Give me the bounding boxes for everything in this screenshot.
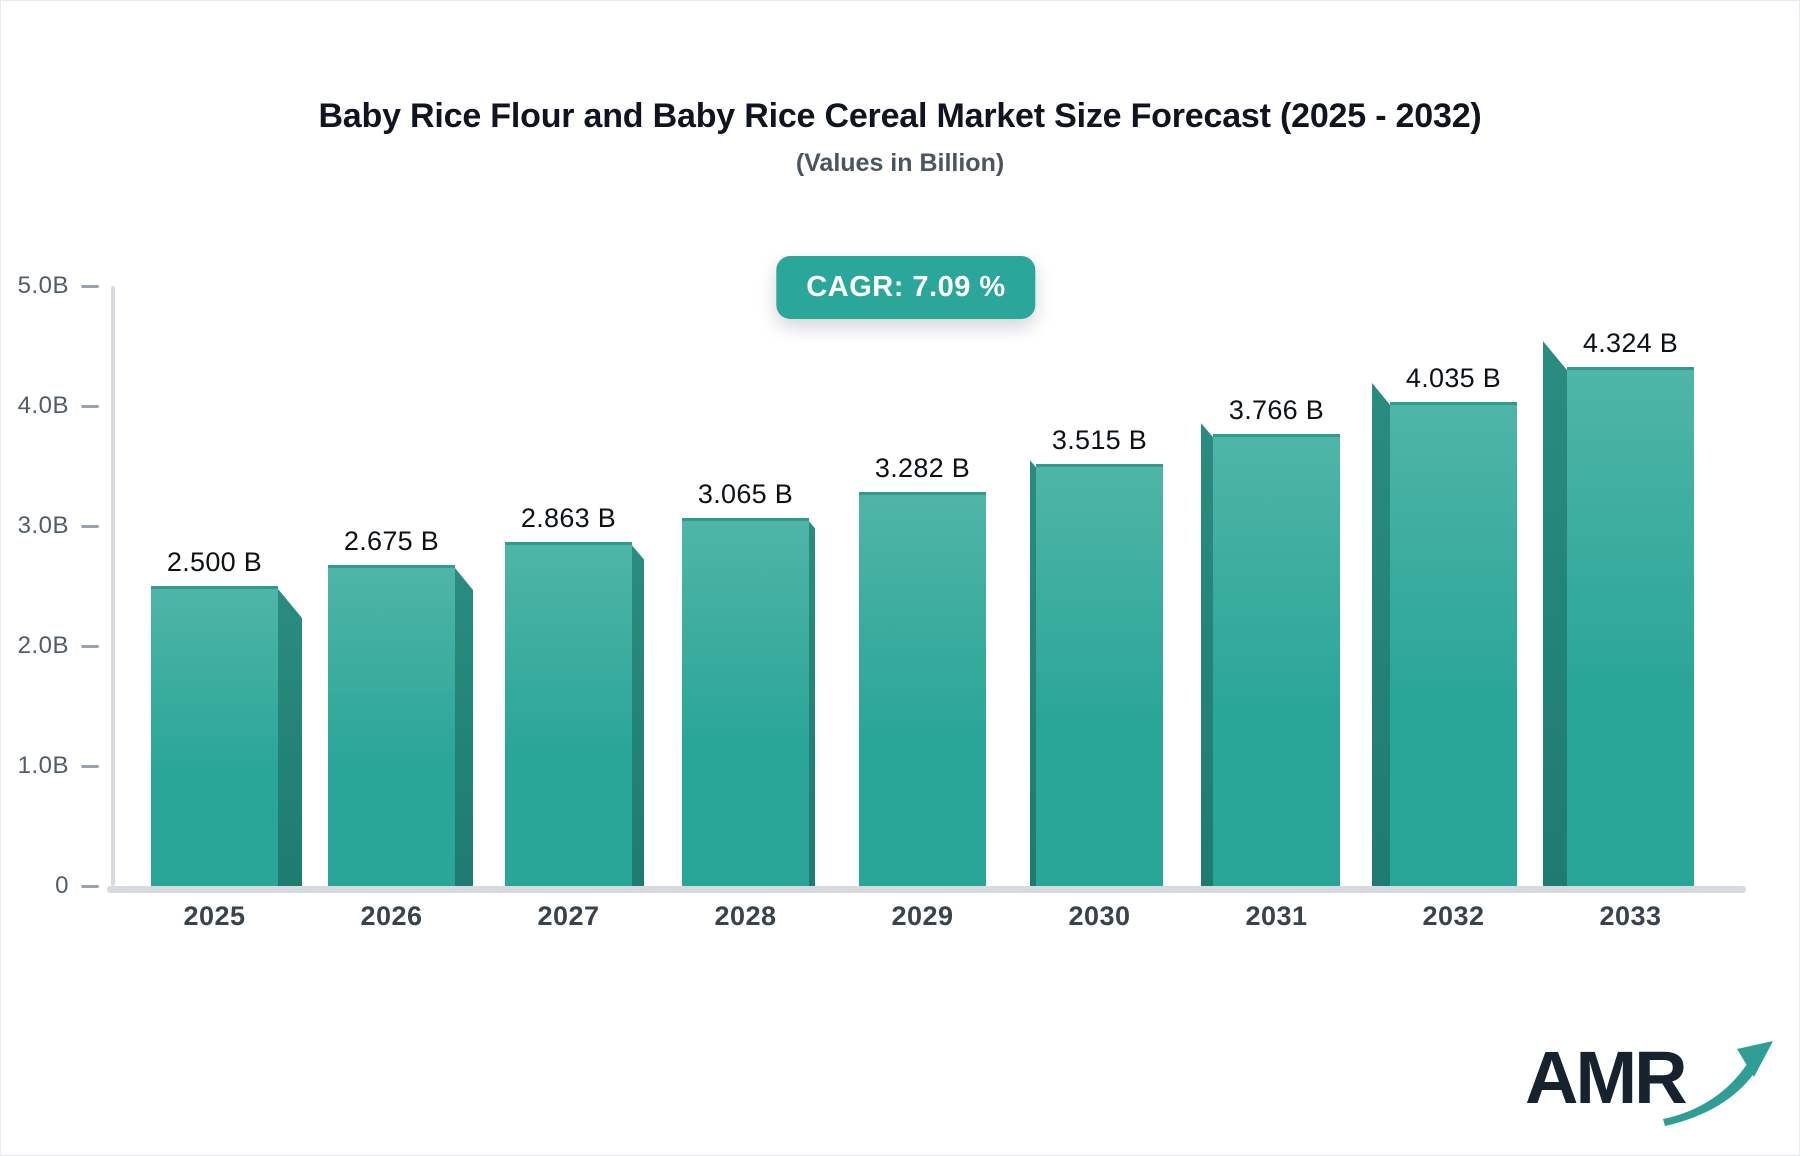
chart-title: Baby Rice Flour and Baby Rice Cereal Mar… xyxy=(318,97,1482,135)
bar-side-face xyxy=(1372,382,1390,886)
bar-group-2033: 4.324 B xyxy=(1543,286,1694,886)
bar-side-face xyxy=(455,568,473,886)
cagr-badge: CAGR: 7.09 % xyxy=(776,256,1036,319)
bar-group-2028: 3.065 B xyxy=(682,286,815,886)
y-axis-tick: 5.0B xyxy=(1,271,99,301)
bar-value-label: 3.766 B xyxy=(1228,395,1325,426)
bar-value-label: 4.035 B xyxy=(1405,362,1502,393)
bar-group-2029: 3.282 B xyxy=(859,286,986,886)
bar-2027 xyxy=(505,542,644,886)
bar-side-face xyxy=(278,589,302,886)
y-axis-tick: 4.0B xyxy=(1,391,99,421)
y-axis-tick: 1.0B xyxy=(1,751,99,781)
bar-value-label: 3.282 B xyxy=(874,453,971,484)
y-tick-label: 4.0B xyxy=(17,392,69,419)
y-tick-mark xyxy=(81,524,99,528)
bar-group-2027: 2.863 B xyxy=(505,286,644,886)
chart-subtitle: (Values in Billion) xyxy=(795,149,1005,177)
cagr-badge-label: CAGR: 7.09 % xyxy=(806,271,1006,303)
x-tick-label: 2028 xyxy=(714,901,777,931)
y-tick-label: 3.0B xyxy=(17,512,69,539)
bar-side-face xyxy=(632,545,644,886)
amr-logo-graphic: AMR xyxy=(1525,1036,1773,1126)
y-tick-mark xyxy=(81,404,99,408)
x-tick-label: 2032 xyxy=(1422,901,1485,931)
y-axis-line xyxy=(111,286,115,886)
bar-group-2025: 2.500 B xyxy=(151,286,302,886)
bar-2028 xyxy=(682,518,815,886)
plot-area: 0 1.0B 2.0B 3.0B 4.0B 5.0B 2.500 B 2.675 B 2.86… xyxy=(18,272,1746,899)
bar-2025 xyxy=(151,586,302,886)
bar-side-face xyxy=(1543,341,1567,886)
y-axis-tick: 3.0B xyxy=(1,511,99,541)
y-tick-label: 2.0B xyxy=(17,632,69,659)
bar-value-label: 2.675 B xyxy=(343,526,440,556)
y-axis-tick: 2.0B xyxy=(1,631,99,661)
y-tick-mark xyxy=(81,644,99,648)
y-tick-mark xyxy=(81,884,99,888)
bar-2029 xyxy=(859,492,986,886)
bar-side-face xyxy=(1030,460,1036,886)
bar-group-2026: 2.675 B xyxy=(328,286,473,886)
y-tick-label: 5.0B xyxy=(17,272,69,299)
x-axis-line xyxy=(107,886,1746,893)
x-tick-label: 2031 xyxy=(1245,901,1308,931)
y-tick-mark xyxy=(81,284,99,288)
bar-2031 xyxy=(1201,423,1340,886)
bar-group-2032: 4.035 B xyxy=(1372,286,1517,886)
x-tick-label: 2033 xyxy=(1599,901,1662,931)
bars: 2.500 B 2.675 B 2.863 B 3.065 B 3.282 B 3.515… xyxy=(111,286,1746,886)
bar-side-face xyxy=(1201,423,1213,886)
x-tick-label: 2026 xyxy=(360,901,423,931)
bar-2026 xyxy=(328,565,473,886)
trend-up-arrow-icon xyxy=(1663,1041,1773,1126)
bar-value-label: 3.515 B xyxy=(1051,425,1148,456)
x-tick-label: 2030 xyxy=(1068,901,1131,931)
x-tick-label: 2025 xyxy=(183,901,246,931)
x-tick-label: 2029 xyxy=(891,901,954,931)
x-axis-labels: 2025 2026 2027 2028 2029 2030 2031 2032 2033 xyxy=(111,901,1746,932)
y-tick-mark xyxy=(81,764,99,768)
y-tick-label: 1.0B xyxy=(17,752,69,779)
bar-2030 xyxy=(1030,460,1163,886)
logo-text: AMR xyxy=(1525,1036,1686,1119)
bar-2032 xyxy=(1372,382,1517,886)
bar-value-label: 2.863 B xyxy=(520,503,617,534)
bar-group-2030: 3.515 B xyxy=(1030,286,1163,886)
bar-value-label: 3.065 B xyxy=(697,479,794,510)
y-tick-label: 0 xyxy=(55,872,69,899)
amr-logo: AMR xyxy=(1521,1019,1781,1134)
bar-2033 xyxy=(1543,341,1694,886)
x-tick-label: 2027 xyxy=(537,901,600,931)
y-axis-tick: 0 xyxy=(1,871,99,901)
bar-value-label: 2.500 B xyxy=(166,547,263,577)
bar-value-label: 4.324 B xyxy=(1582,328,1679,359)
bar-group-2031: 3.766 B xyxy=(1201,286,1340,886)
bar-side-face xyxy=(809,521,815,886)
